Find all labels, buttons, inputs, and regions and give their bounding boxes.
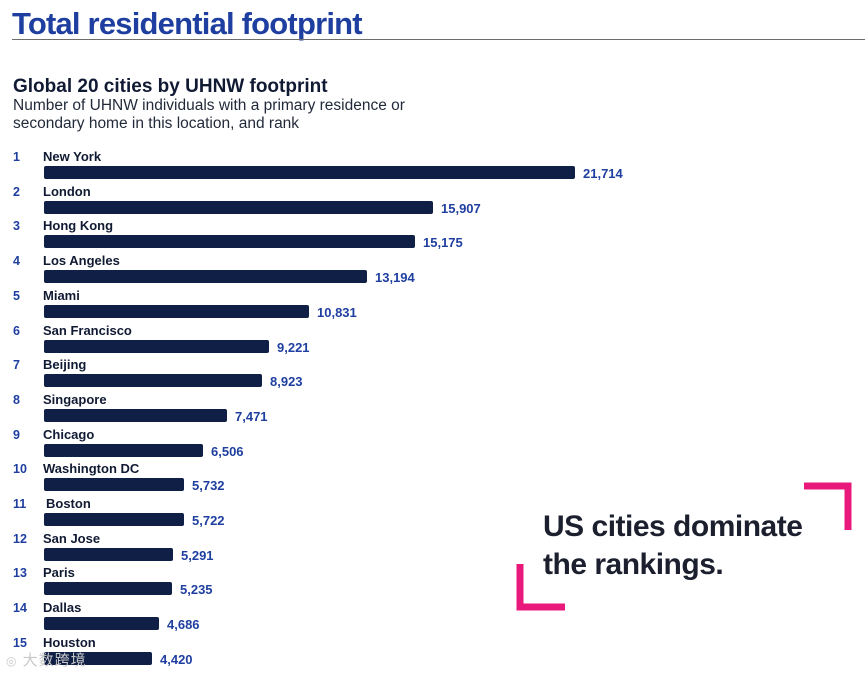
- rank-label: 9: [13, 428, 20, 442]
- category-label: Paris: [43, 565, 75, 580]
- bar: [44, 444, 203, 457]
- value-label: 5,235: [180, 582, 213, 597]
- rank-label: 7: [13, 358, 20, 372]
- callout-line-2: the rankings.: [543, 548, 724, 581]
- category-label: Dallas: [43, 600, 82, 615]
- bar: [44, 617, 159, 630]
- rank-label: 3: [13, 219, 20, 233]
- bar: [44, 270, 367, 283]
- rank-label: 12: [13, 532, 27, 546]
- rank-label: 11: [13, 497, 27, 511]
- bracket-top-right-icon: [804, 482, 852, 530]
- value-label: 15,175: [423, 235, 463, 250]
- value-label: 5,732: [192, 478, 225, 493]
- category-label: Washington DC: [43, 461, 140, 476]
- bar: [44, 235, 415, 248]
- value-label: 10,831: [317, 305, 357, 320]
- rank-label: 1: [13, 150, 20, 164]
- category-label: Boston: [46, 496, 91, 511]
- value-label: 9,221: [277, 340, 310, 355]
- rank-label: 4: [13, 254, 20, 268]
- rank-label: 2: [13, 185, 20, 199]
- category-label: San Francisco: [43, 323, 132, 338]
- chart-title: Global 20 cities by UHNW footprint: [13, 76, 328, 97]
- watermark: ◎ 大数跨境: [6, 649, 87, 670]
- watermark-text: 大数跨境: [22, 652, 87, 669]
- rank-label: 5: [13, 289, 20, 303]
- value-label: 5,291: [181, 548, 214, 563]
- category-label: Houston: [43, 635, 96, 650]
- bar: [44, 548, 173, 561]
- rank-label: 10: [13, 462, 27, 476]
- value-label: 6,506: [211, 444, 244, 459]
- rank-label: 14: [13, 601, 27, 615]
- bracket-bottom-left-icon: [516, 564, 565, 611]
- value-label: 13,194: [375, 270, 415, 285]
- chart-subtitle: Number of UHNW individuals with a primar…: [13, 97, 405, 132]
- bar: [44, 374, 262, 387]
- value-label: 5,722: [192, 513, 225, 528]
- category-label: Singapore: [43, 392, 107, 407]
- category-label: San Jose: [43, 531, 101, 546]
- value-label: 8,923: [270, 374, 303, 389]
- bar: [44, 201, 433, 214]
- rank-label: 8: [13, 393, 20, 407]
- bar: [44, 582, 172, 595]
- value-label: 4,420: [160, 652, 193, 667]
- bar: [44, 478, 184, 491]
- category-label: New York: [43, 149, 102, 164]
- bar: [44, 513, 184, 526]
- bar: [44, 652, 152, 665]
- category-label: Los Angeles: [43, 253, 120, 268]
- bar: [44, 340, 269, 353]
- value-label: 21,714: [583, 166, 623, 181]
- title-divider: [12, 39, 865, 40]
- bar: [44, 166, 575, 179]
- rank-label: 6: [13, 324, 20, 338]
- rank-label: 15: [13, 636, 27, 650]
- watermark-logo-icon: ◎: [6, 654, 18, 668]
- category-label: Beijing: [43, 357, 87, 372]
- value-label: 15,907: [441, 201, 481, 216]
- category-label: Hong Kong: [43, 218, 114, 233]
- callout-text: US cities dominate the rankings.: [543, 508, 803, 584]
- callout-line-1: US cities dominate: [543, 510, 803, 543]
- bar: [44, 409, 227, 422]
- page-title: Total residential footprint: [12, 6, 363, 41]
- rank-label: 13: [13, 566, 27, 580]
- category-label: Miami: [43, 288, 80, 303]
- value-label: 4,686: [167, 617, 200, 632]
- value-label: 7,471: [235, 409, 268, 424]
- category-label: Chicago: [43, 427, 95, 442]
- category-label: London: [43, 184, 91, 199]
- bar: [44, 305, 309, 318]
